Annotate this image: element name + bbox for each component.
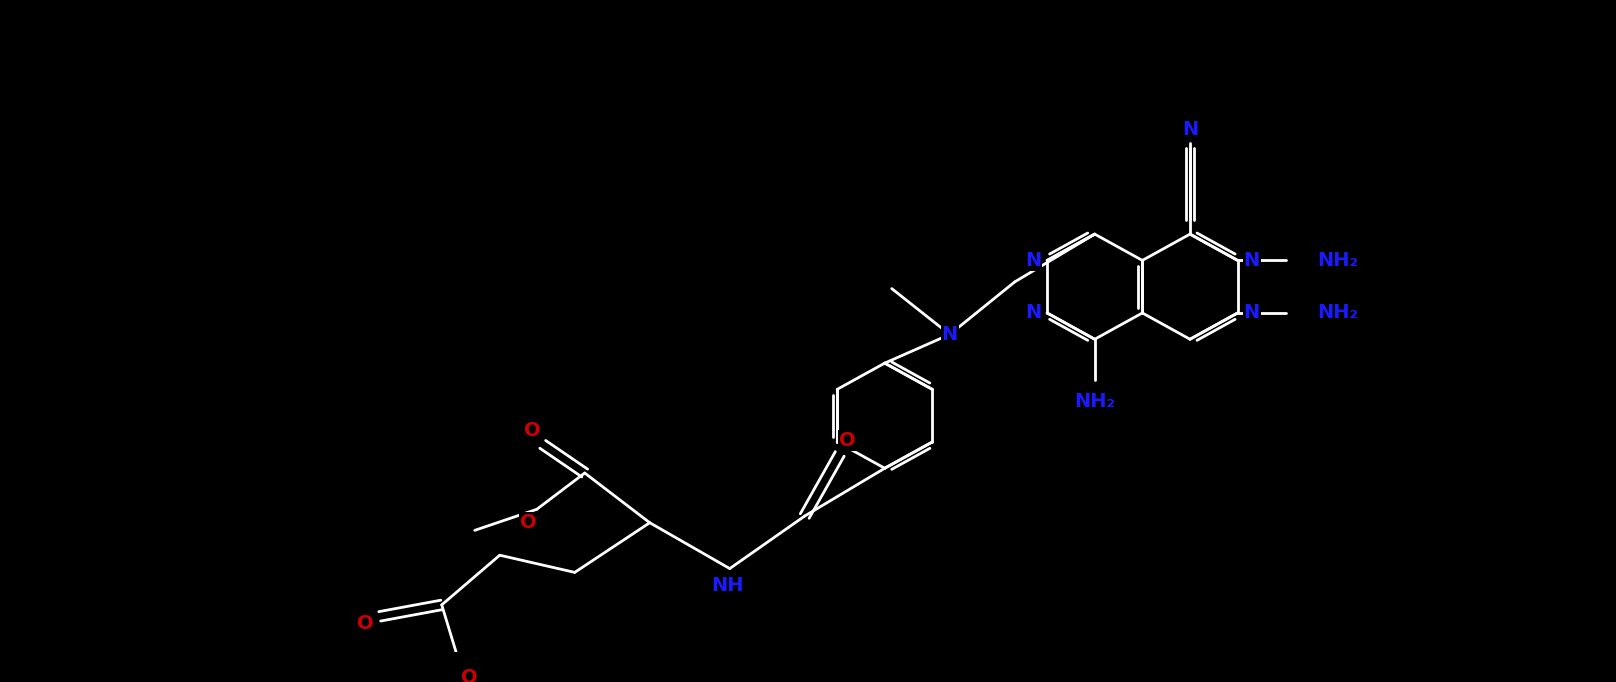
Text: O: O: [525, 421, 541, 441]
Text: NH₂: NH₂: [1075, 392, 1115, 411]
Text: N: N: [1025, 303, 1041, 323]
Text: NH: NH: [711, 576, 743, 595]
Text: O: O: [357, 614, 373, 634]
Text: N: N: [1181, 119, 1197, 138]
Text: NH₂: NH₂: [1317, 303, 1359, 323]
Text: O: O: [520, 514, 537, 532]
Text: O: O: [462, 668, 478, 682]
Text: N: N: [1025, 251, 1041, 270]
Text: NH₂: NH₂: [1317, 251, 1359, 270]
Text: N: N: [1243, 303, 1260, 323]
Text: N: N: [942, 325, 958, 344]
Text: N: N: [1243, 251, 1260, 270]
Text: O: O: [839, 431, 856, 450]
